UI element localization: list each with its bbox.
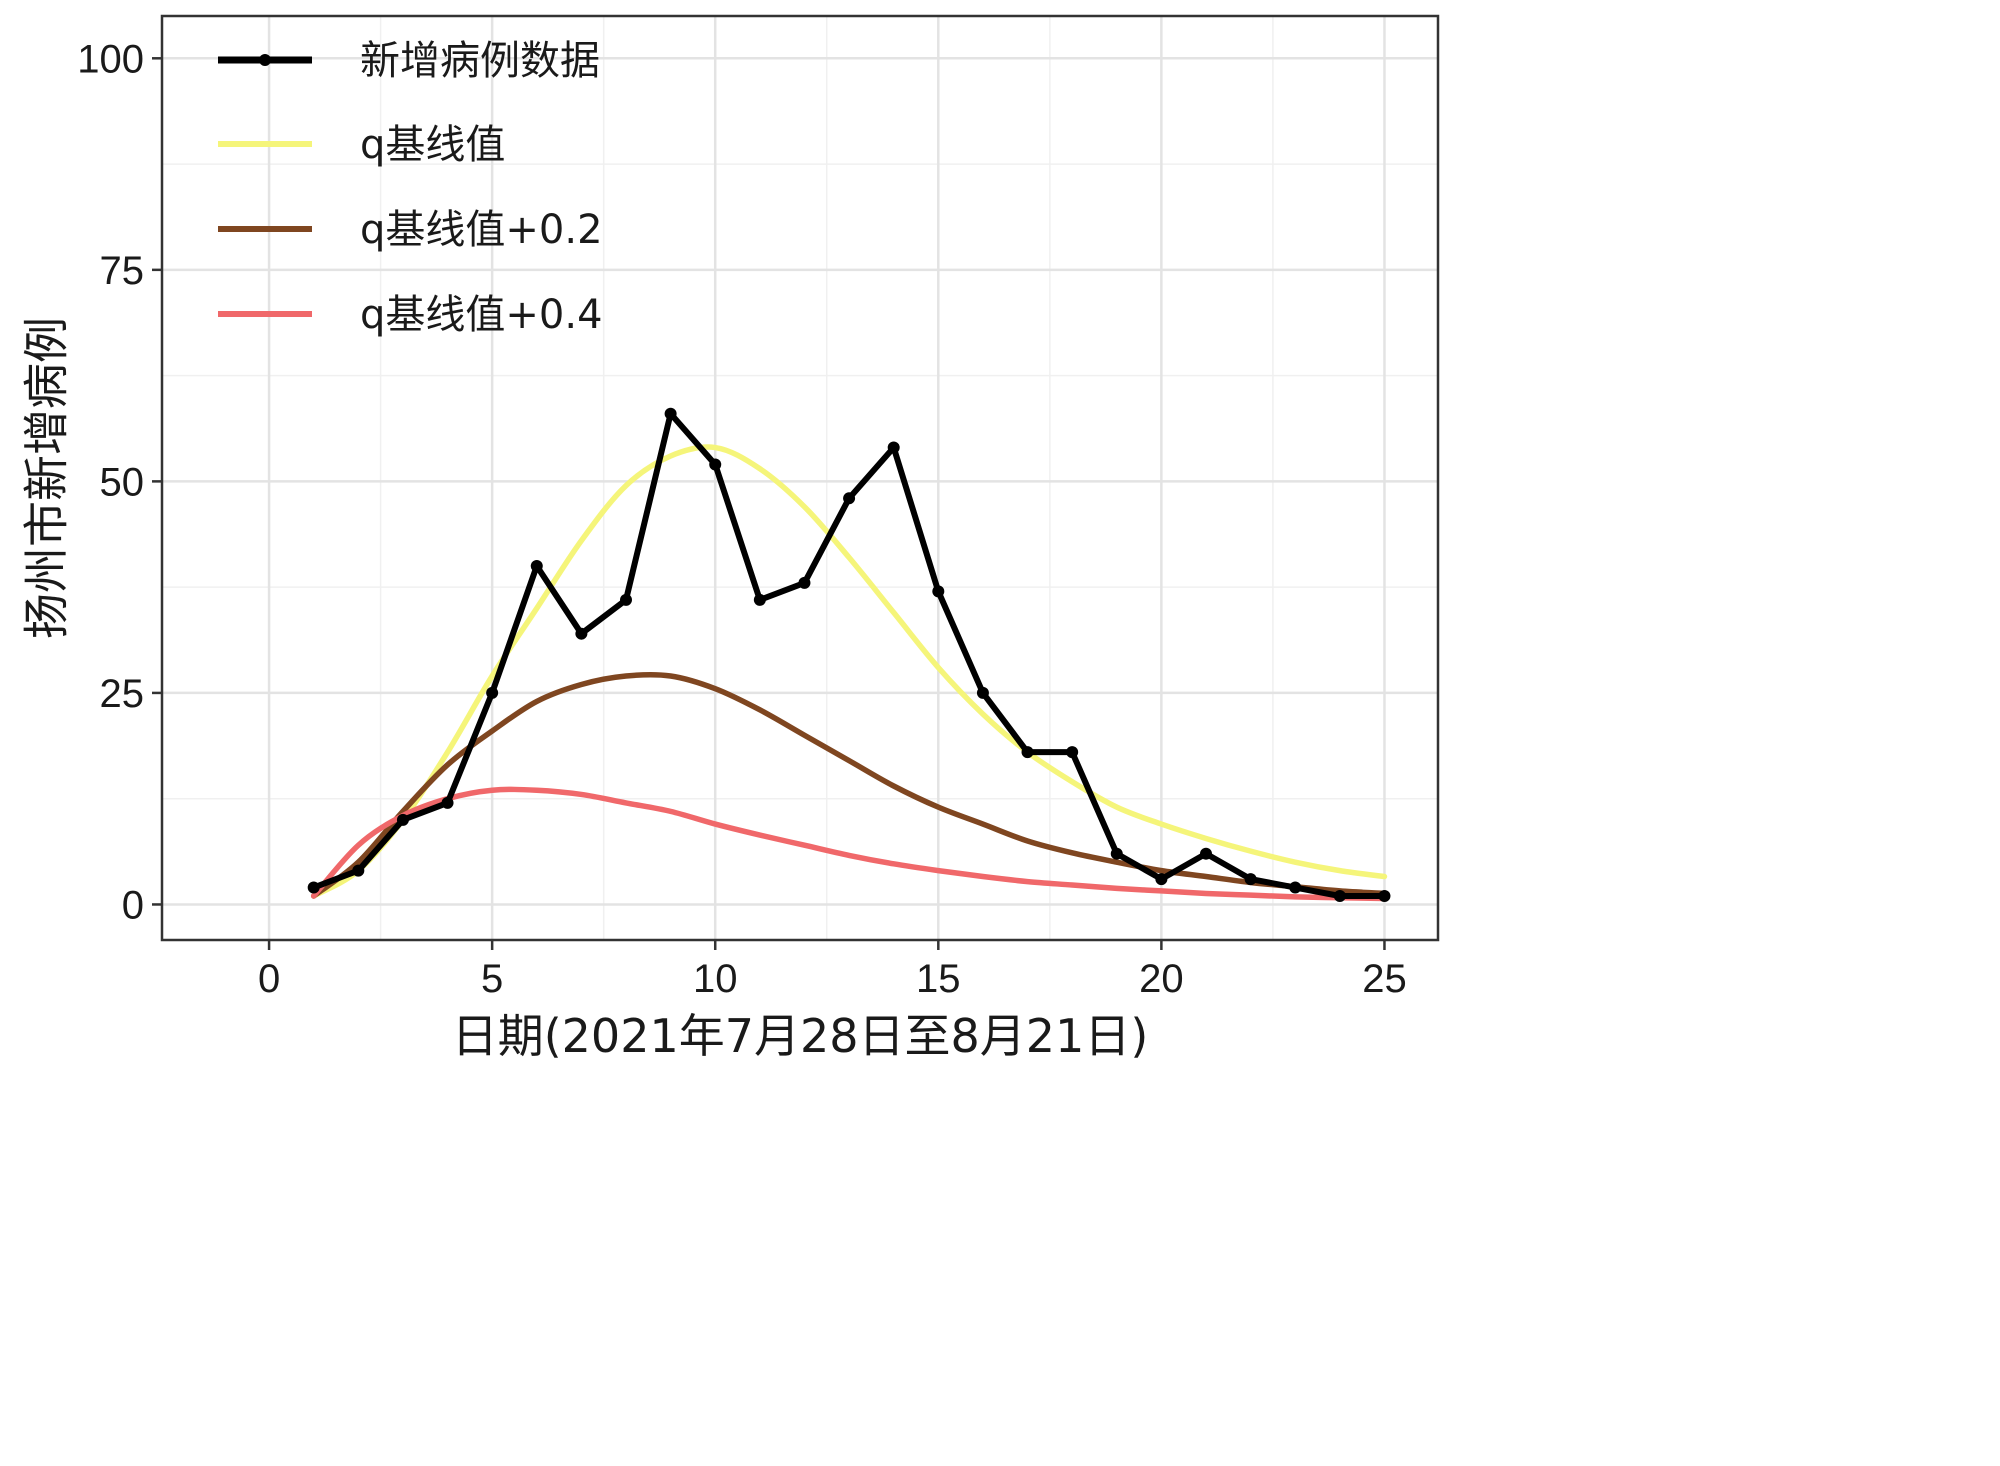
axes: 0 5 10 15 20 25 0 25 50 75 100 [77, 37, 1406, 1001]
data-point [1244, 873, 1257, 886]
grid [162, 16, 1438, 940]
x-tick-label: 25 [1362, 957, 1407, 1001]
data-point [1200, 847, 1212, 860]
data-point [575, 627, 588, 640]
chart-background [0, 0, 1466, 1466]
chart-figure: 0 5 10 15 20 25 0 25 50 75 100 日期(2021年7月28日至8月21日… [0, 0, 1466, 1466]
plot-panel-border [160, 14, 1440, 942]
data-point [887, 441, 900, 454]
data-point [396, 813, 409, 826]
data-point [1110, 847, 1123, 860]
x-tick-label: 20 [1139, 957, 1184, 1001]
x-tick-label: 5 [481, 957, 503, 1001]
series-3 [310, 786, 1388, 902]
y-tick-label: 50 [100, 460, 145, 504]
data-point [441, 796, 454, 809]
line-chart: 0 5 10 15 20 25 0 25 50 75 100 日期(2021年7月28日至8月21日… [0, 0, 1466, 1466]
data-point [753, 593, 766, 606]
legend-item: q基线值+0.2 [218, 207, 603, 253]
legend-item: q基线值+0.4 [218, 292, 603, 338]
data-point [1021, 746, 1034, 759]
data-point [664, 407, 677, 420]
y-tick-label: 100 [77, 37, 144, 81]
data-point [620, 593, 632, 606]
series-layer [307, 407, 1391, 902]
x-tick-label: 0 [258, 957, 280, 1001]
legend: 新增病例数据 q基线值 q基线值+0.2 q基线值+0.4 [218, 38, 603, 338]
series-0 [307, 407, 1391, 902]
data-point [352, 864, 365, 877]
data-point [798, 576, 811, 589]
legend-item: q基线值 [218, 122, 505, 168]
data-point [486, 686, 499, 699]
legend-label: 新增病例数据 [360, 38, 600, 84]
data-point [1378, 890, 1391, 902]
fitted-curve-line [310, 444, 1388, 899]
y-axis-title: 扬州市新增病例 [20, 317, 74, 639]
legend-label: q基线值+0.2 [360, 207, 603, 253]
data-point [307, 881, 320, 894]
x-tick-label: 15 [916, 957, 961, 1001]
data-point [709, 458, 722, 471]
legend-marker [259, 54, 271, 66]
data-point [1289, 881, 1302, 894]
legend-item: 新增病例数据 [218, 38, 600, 84]
x-axis-title: 日期(2021年7月28日至8月21日) [452, 1009, 1149, 1063]
legend-label: q基线值 [360, 122, 505, 168]
y-tick-label: 25 [100, 672, 145, 716]
data-point [1333, 890, 1346, 902]
data-point [932, 585, 945, 598]
y-tick-label: 75 [100, 249, 145, 293]
data-point [1066, 746, 1079, 759]
y-tick-label: 0 [122, 883, 144, 927]
data-point [530, 560, 543, 572]
data-point [976, 686, 989, 699]
x-tick-label: 10 [693, 957, 738, 1001]
series-2 [310, 671, 1388, 899]
fitted-curve-line [310, 786, 1388, 902]
data-point [1155, 873, 1168, 886]
fitted-curve-line [310, 671, 1388, 899]
series-1 [310, 444, 1388, 899]
data-point [843, 492, 856, 505]
legend-label: q基线值+0.4 [360, 292, 603, 338]
